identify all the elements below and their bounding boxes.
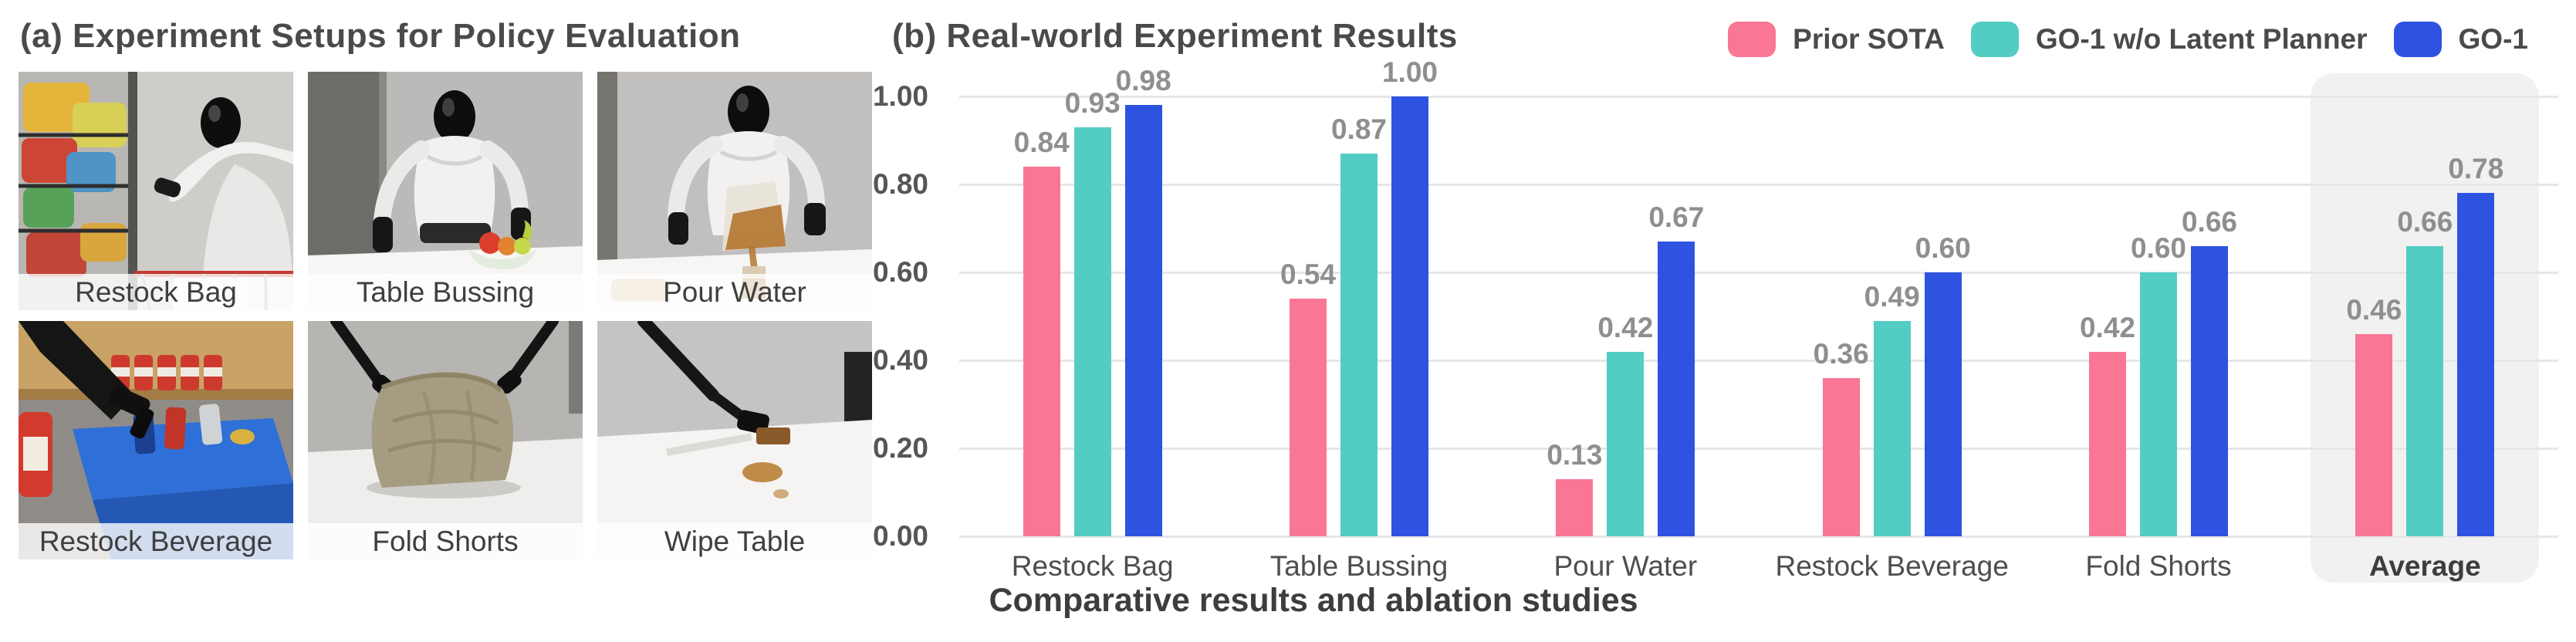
bar-value-label: 0.66: [2397, 206, 2453, 238]
x-category-label: Fold Shorts: [2085, 550, 2232, 582]
bar-go-1-w-o-latent-planner-5: [2140, 272, 2177, 536]
legend-label: GO-1: [2458, 23, 2528, 55]
gridline-0.60: [959, 272, 2558, 274]
legend-swatch-go-1-w-o-latent-planner: [1970, 22, 2019, 57]
gridline-0.00: [959, 536, 2558, 538]
bar-prior-sota-4: [1822, 378, 1860, 536]
bar-value-label: 0.67: [1648, 201, 1705, 233]
bar-go-1-w-o-latent-planner-3: [1607, 352, 1645, 536]
photo-tile-restock-bag: Restock Bag: [19, 72, 293, 310]
photo-tile-pour-water: Pour Water: [597, 72, 872, 310]
bar-value-label: 0.46: [2346, 294, 2402, 326]
y-tick-label: 0.60: [872, 256, 928, 288]
bar-value-label: 0.54: [1280, 258, 1336, 290]
bar-value-label: 0.60: [1915, 232, 1971, 264]
legend-item-prior-sota: Prior SOTA: [1728, 22, 1945, 57]
bar-value-label: 0.87: [1330, 113, 1387, 145]
x-category-label: Restock Beverage: [1775, 550, 2009, 582]
bar-prior-sota-2: [1290, 299, 1327, 536]
legend-label: GO-1 w/o Latent Planner: [2035, 23, 2368, 55]
photo-label: Fold Shorts: [308, 523, 583, 559]
bar-value-label: 0.13: [1547, 439, 1603, 471]
gridline-0.20: [959, 448, 2558, 450]
photo-label: Table Bussing: [308, 274, 583, 310]
bar-prior-sota-5: [2089, 352, 2126, 536]
bar-go-1-5: [2191, 246, 2228, 536]
photo-label: Restock Bag: [19, 274, 293, 310]
bar-prior-sota-3: [1556, 479, 1594, 536]
bar-value-label: 0.66: [2181, 206, 2237, 238]
bar-go-1-w-o-latent-planner-1: [1073, 127, 1111, 536]
photo-label: Restock Beverage: [19, 523, 293, 559]
bar-go-1-6: [2457, 193, 2495, 536]
bar-prior-sota-1: [1023, 167, 1060, 536]
y-tick-label: 0.20: [872, 432, 928, 464]
gridline-1.00: [959, 96, 2558, 98]
y-tick-label: 0.40: [872, 344, 928, 376]
bar-go-1-3: [1658, 242, 1695, 536]
bar-value-label: 0.42: [2079, 312, 2135, 343]
photo-tile-wipe-table: Wipe Table: [597, 321, 872, 559]
bar-go-1-w-o-latent-planner-4: [1873, 321, 1911, 536]
photo-tile-restock-beverage: Restock Beverage: [19, 321, 293, 559]
legend-swatch-go-1: [2393, 22, 2442, 57]
bar-value-label: 0.36: [1813, 338, 1869, 370]
bar-value-label: 0.78: [2448, 153, 2504, 184]
bar-value-label: 0.93: [1064, 87, 1121, 119]
photo-label: Wipe Table: [597, 523, 872, 559]
bar-value-label: 0.60: [2130, 232, 2186, 264]
panel-b-title: (b) Real-world Experiment Results: [892, 17, 1458, 55]
bar-go-1-w-o-latent-planner-2: [1340, 154, 1378, 536]
gridline-0.40: [959, 360, 2558, 362]
legend-item-go-1: GO-1: [2393, 22, 2528, 57]
panel-a-title: (a) Experiment Setups for Policy Evaluat…: [20, 17, 741, 55]
x-category-label: Restock Bag: [1011, 550, 1174, 582]
x-category-label: Pour Water: [1553, 550, 1698, 582]
chart-legend: Prior SOTA GO-1 w/o Latent Planner GO-1: [1728, 22, 2528, 57]
bar-go-1-2: [1391, 96, 1428, 536]
y-tick-label: 0.80: [872, 168, 928, 200]
bar-value-label: 1.00: [1381, 56, 1438, 88]
bar-value-label: 0.49: [1864, 281, 1920, 313]
gridline-0.80: [959, 184, 2558, 186]
x-category-label: Average: [2368, 550, 2481, 582]
bar-value-label: 0.84: [1013, 127, 1070, 158]
figure-caption: Comparative results and ablation studies: [989, 582, 1638, 619]
photo-tile-fold-shorts: Fold Shorts: [308, 321, 583, 559]
y-tick-label: 0.00: [872, 520, 928, 552]
bar-go-1-1: [1124, 105, 1162, 536]
bar-go-1-4: [1924, 272, 1962, 536]
x-category-label: Table Bussing: [1269, 550, 1449, 582]
bar-go-1-w-o-latent-planner-6: [2406, 246, 2444, 536]
legend-swatch-prior-sota: [1728, 22, 1776, 57]
photo-grid: Restock Bag Table Bussing Pour Water Restoc…: [19, 72, 872, 559]
bar-value-label: 0.42: [1597, 312, 1654, 343]
photo-label: Pour Water: [597, 274, 872, 310]
bar-value-label: 0.98: [1115, 65, 1171, 96]
legend-item-go-1-w-o-latent-planner: GO-1 w/o Latent Planner: [1970, 22, 2368, 57]
bar-prior-sota-6: [2355, 334, 2393, 536]
y-tick-label: 1.00: [872, 80, 928, 112]
legend-label: Prior SOTA: [1793, 23, 1945, 55]
photo-tile-table-bussing: Table Bussing: [308, 72, 583, 310]
